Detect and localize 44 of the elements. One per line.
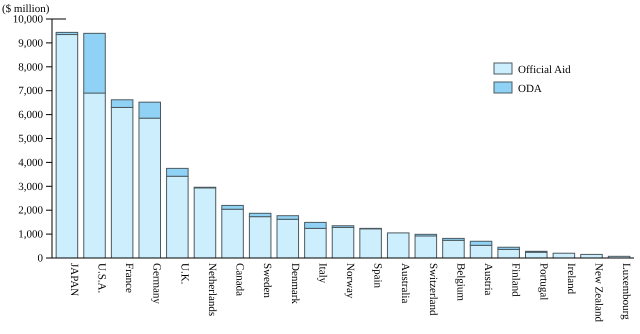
x-tick-label: Belgium <box>454 263 466 302</box>
x-tick-label: Denmark <box>288 263 301 304</box>
x-tick-label: Luxembourg <box>620 263 632 320</box>
legend-label: ODA <box>518 83 542 95</box>
x-tick-label: Spain <box>372 263 384 289</box>
x-tick-label: Portugal <box>537 263 550 300</box>
x-tick-label: Germany <box>150 263 163 304</box>
x-tick-label: New Zealand <box>592 263 604 322</box>
y-tick-label: 7,000 <box>18 85 44 98</box>
y-tick-label: 5,000 <box>18 133 44 146</box>
x-tick-label: Finland <box>510 263 522 298</box>
y-tick-label: 9,000 <box>18 37 44 50</box>
x-tick-label: Switzerland <box>426 263 439 316</box>
x-tick-label: Ireland <box>564 263 577 295</box>
x-tick-label: Austria <box>482 263 494 296</box>
x-tick-label: Italy <box>316 263 328 284</box>
y-tick-label: 2,000 <box>18 204 44 217</box>
x-tick-label: Netherlands <box>206 263 218 316</box>
x-tick-label: U.S.A. <box>96 263 108 294</box>
y-tick-label: 4,000 <box>18 156 44 169</box>
bar <box>194 187 216 258</box>
x-tick-label: JAPAN <box>68 263 80 296</box>
x-tick-label: U.K. <box>178 263 190 285</box>
bar <box>221 208 244 258</box>
y-tick-label: 8,000 <box>18 61 44 74</box>
bar <box>359 228 382 258</box>
y-tick-label: 0 <box>38 252 44 265</box>
x-tick-label: Australia <box>399 263 412 304</box>
x-tick-label: France <box>123 263 136 294</box>
x-tick-label: Norway <box>344 263 356 299</box>
y-axis-title: ($ million) <box>2 3 50 15</box>
x-tick-label: Canada <box>234 263 246 296</box>
bar <box>332 226 354 258</box>
y-tick-label: 3,000 <box>18 180 44 193</box>
y-tick-label: 6,000 <box>18 109 44 122</box>
bar <box>56 34 78 258</box>
bar <box>386 232 410 258</box>
bar <box>414 236 438 258</box>
legend-label: Official Aid <box>518 64 572 76</box>
y-tick-label: 1,000 <box>18 228 44 241</box>
x-tick-label: Sweden <box>261 263 274 298</box>
y-tick-label: 10,000 <box>12 14 44 26</box>
bar <box>248 216 272 258</box>
bar <box>276 218 300 258</box>
